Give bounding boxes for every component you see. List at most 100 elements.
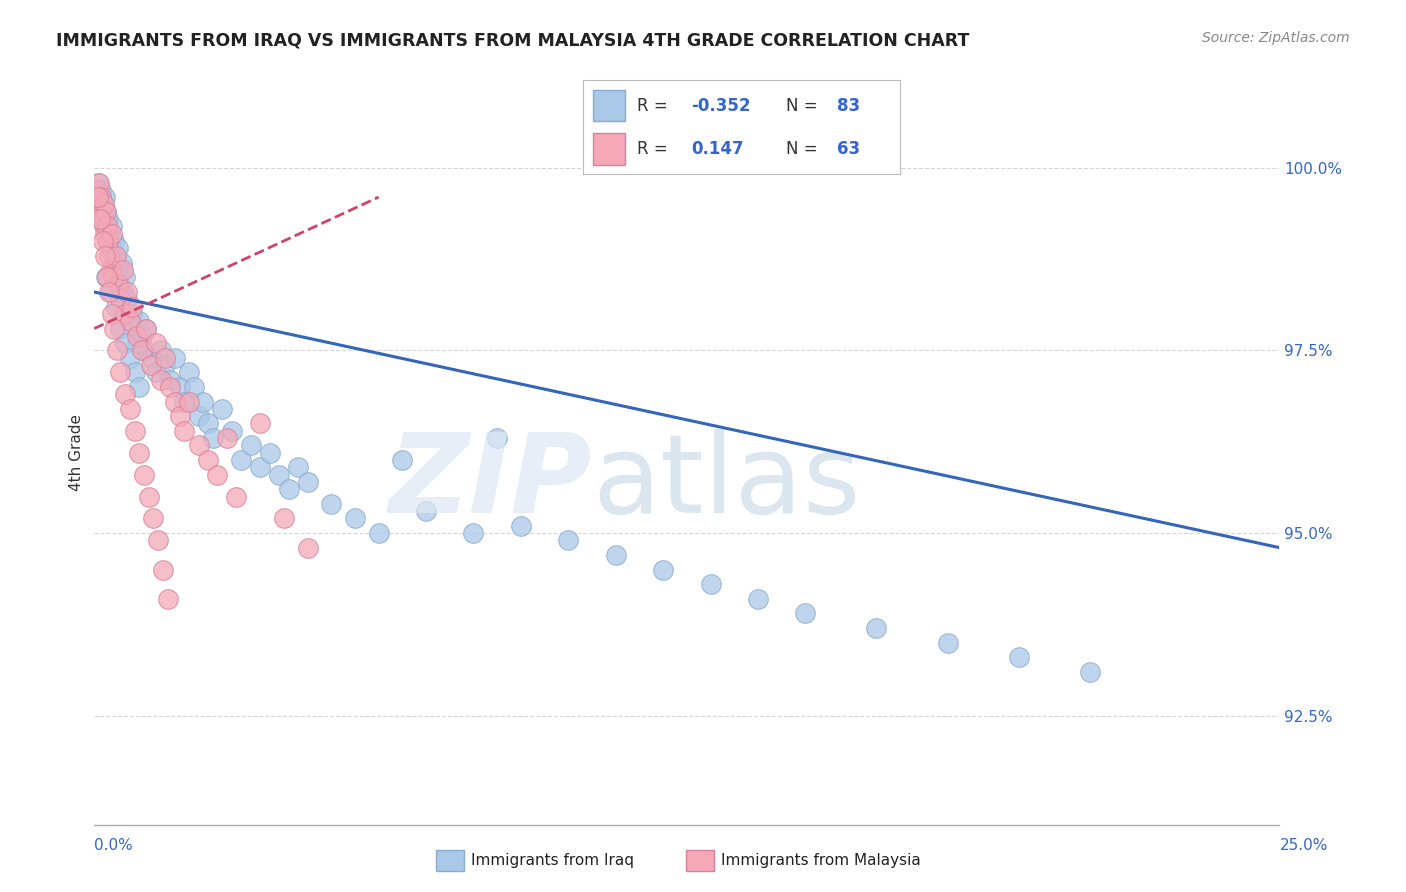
Point [287, 460, 309, 475]
Point [169, 380, 191, 394]
Point [89, 204, 111, 219]
Point [605, 548, 627, 562]
Text: 25.0%: 25.0% [1281, 838, 1329, 853]
Point [139, 358, 162, 372]
Bar [593, 133, 624, 164]
Point [101, 248, 124, 262]
Point [125, 329, 148, 343]
Point [177, 365, 200, 379]
Point [111, 285, 134, 299]
Point [124, 365, 146, 379]
Point [163, 394, 186, 409]
Point [94, 204, 117, 219]
Point [138, 490, 160, 504]
Point [231, 453, 253, 467]
Point [1078, 665, 1101, 679]
Point [321, 497, 343, 511]
Point [118, 401, 141, 416]
Point [100, 285, 122, 299]
Text: 0.147: 0.147 [692, 140, 744, 158]
Point [131, 343, 153, 358]
Point [193, 394, 215, 409]
Point [249, 460, 271, 475]
Text: 83: 83 [837, 96, 859, 114]
Point [118, 314, 141, 328]
Point [110, 365, 132, 379]
Point [148, 533, 170, 548]
Point [486, 431, 509, 445]
Point [91, 212, 114, 227]
Bar [593, 89, 624, 121]
Point [367, 526, 389, 541]
Point [155, 358, 177, 372]
Point [108, 263, 131, 277]
Point [104, 300, 127, 314]
Point [149, 343, 172, 358]
Point [101, 227, 124, 241]
Point [249, 417, 271, 431]
Point [118, 351, 141, 365]
Point [201, 431, 224, 445]
Point [96, 219, 118, 234]
Point [117, 293, 139, 307]
Point [699, 577, 721, 591]
Point [93, 197, 115, 211]
Point [98, 227, 121, 241]
Point [343, 511, 366, 525]
Point [131, 329, 153, 343]
Point [110, 321, 132, 335]
Point [169, 409, 191, 424]
Text: ZIP: ZIP [388, 429, 592, 536]
Point [93, 248, 115, 262]
Point [557, 533, 579, 548]
Point [125, 336, 148, 351]
Text: Source: ZipAtlas.com: Source: ZipAtlas.com [1202, 31, 1350, 45]
Point [145, 336, 167, 351]
Text: 63: 63 [837, 140, 859, 158]
Point [105, 270, 128, 285]
Point [101, 219, 124, 234]
Point [90, 190, 112, 204]
Point [100, 241, 122, 255]
Point [463, 526, 485, 541]
Point [103, 321, 125, 335]
Point [273, 511, 295, 525]
Point [128, 314, 150, 328]
Point [173, 424, 195, 438]
Point [98, 285, 121, 299]
Point [110, 277, 132, 292]
Point [159, 373, 181, 387]
Point [197, 453, 219, 467]
Point [111, 263, 134, 277]
Point [86, 197, 108, 211]
Point [128, 380, 150, 394]
Point [101, 307, 124, 321]
Point [509, 518, 531, 533]
Point [221, 424, 243, 438]
Point [89, 212, 111, 227]
Point [93, 219, 115, 234]
Point [132, 467, 155, 482]
Point [117, 285, 139, 299]
Point [107, 241, 129, 255]
Point [96, 234, 118, 248]
Point [87, 197, 110, 211]
Point [1008, 650, 1031, 665]
Point [225, 490, 247, 504]
Point [114, 270, 136, 285]
Point [93, 190, 115, 204]
Point [239, 438, 262, 452]
Point [163, 351, 186, 365]
Point [135, 321, 157, 335]
Point [187, 409, 209, 424]
Point [91, 197, 114, 211]
Text: IMMIGRANTS FROM IRAQ VS IMMIGRANTS FROM MALAYSIA 4TH GRADE CORRELATION CHART: IMMIGRANTS FROM IRAQ VS IMMIGRANTS FROM … [56, 31, 970, 49]
Point [142, 511, 165, 525]
Point [110, 293, 132, 307]
Point [104, 248, 127, 262]
Point [87, 176, 110, 190]
Point [118, 314, 141, 328]
Point [139, 351, 162, 365]
Point [865, 621, 887, 635]
Point [183, 380, 205, 394]
